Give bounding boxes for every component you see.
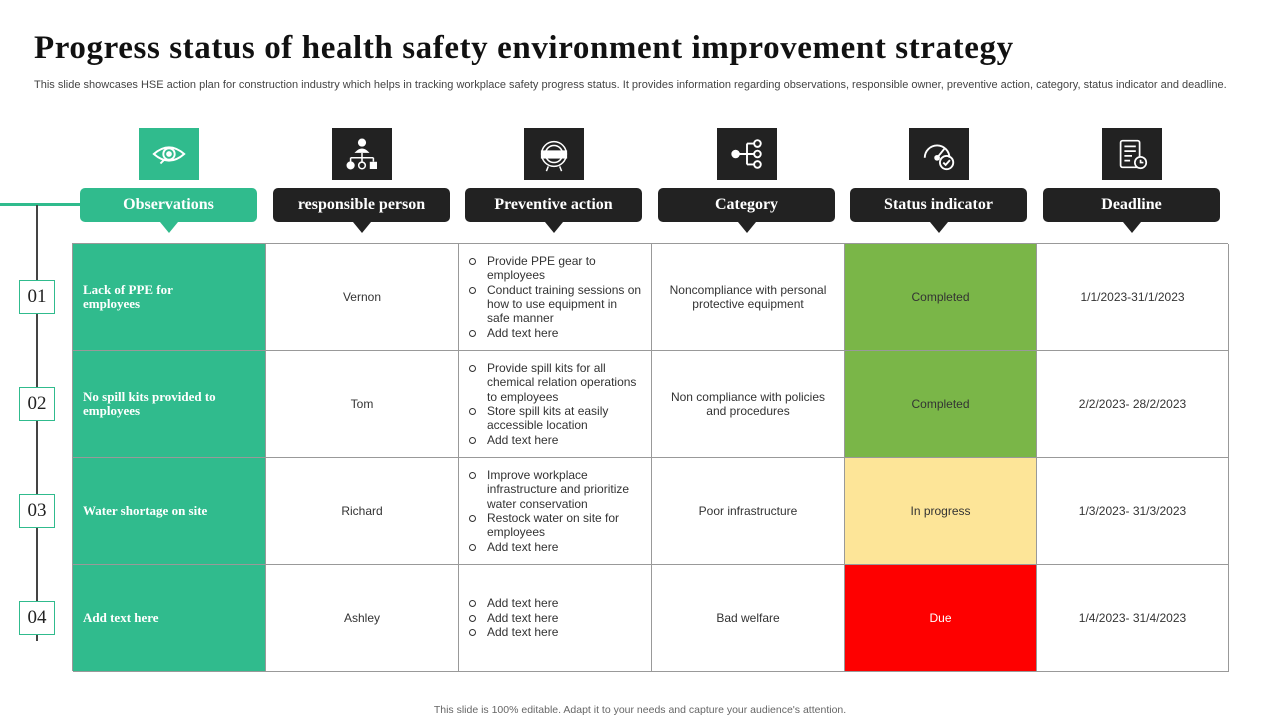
deadline-cell: 2/2/2023- 28/2/2023 (1037, 351, 1229, 458)
header-preventive-action: Preventive action (465, 188, 642, 233)
action-item: Improve workplace infrastructure and pri… (469, 468, 643, 511)
actions-list: Provide spill kits for all chemical rela… (469, 361, 643, 447)
observation-cell: No spill kits provided to employees (73, 351, 266, 458)
action-item: Store spill kits at easily accessible lo… (469, 404, 643, 433)
person-cell: Tom (266, 351, 459, 458)
header-status-indicator: Status indicator (850, 188, 1027, 233)
action-item: Add text here (469, 540, 643, 554)
person-cell: Ashley (266, 565, 459, 672)
page-title: Progress status of health safety environ… (34, 30, 1014, 66)
observation-cell: Lack of PPE for employees (73, 244, 266, 351)
action-item: Add text here (469, 326, 643, 340)
timeline-line (36, 205, 38, 641)
header-responsible-person: responsible person (273, 188, 450, 233)
actions-cell: Provide spill kits for all chemical rela… (459, 351, 652, 458)
actions-cell: Improve workplace infrastructure and pri… (459, 458, 652, 565)
observation-text: No spill kits provided to employees (83, 389, 216, 418)
action-badge-icon (524, 128, 584, 180)
action-item: Provide PPE gear to employees (469, 254, 643, 283)
action-item: Conduct training sessions on how to use … (469, 283, 643, 326)
row-number-03: 03 (19, 494, 55, 528)
observation-cell: Water shortage on site (73, 458, 266, 565)
header-observations: Observations (80, 188, 257, 233)
footer-note: This slide is 100% editable. Adapt it to… (433, 704, 847, 716)
category-cell: Non compliance with policies and procedu… (652, 351, 845, 458)
status-cell: Due (845, 565, 1037, 672)
deadline-cell: 1/1/2023-31/1/2023 (1037, 244, 1229, 351)
action-item: Add text here (469, 625, 558, 639)
header-deadline: Deadline (1043, 188, 1220, 233)
category-cell: Poor infrastructure (652, 458, 845, 565)
timeline-connector (0, 203, 82, 206)
row-number-01: 01 (19, 280, 55, 314)
row-number-02: 02 (19, 387, 55, 421)
action-item: Provide spill kits for all chemical rela… (469, 361, 643, 404)
row-number-04: 04 (19, 601, 55, 635)
observation-text: Add text here (83, 610, 159, 625)
observation-cell: Add text here (73, 565, 266, 672)
hierarchy-icon (717, 128, 777, 180)
actions-cell: Add text here Add text here Add text her… (459, 565, 652, 672)
action-item: Add text here (469, 433, 643, 447)
hse-table: Lack of PPE for employees Vernon Provide… (72, 243, 1229, 672)
org-chart-icon (332, 128, 392, 180)
actions-cell: Provide PPE gear to employees Conduct tr… (459, 244, 652, 351)
status-cell: Completed (845, 351, 1037, 458)
person-cell: Vernon (266, 244, 459, 351)
observation-text: Water shortage on site (83, 503, 208, 518)
action-item: Add text here (469, 611, 558, 625)
status-cell: In progress (845, 458, 1037, 565)
category-cell: Noncompliance with personal protective e… (652, 244, 845, 351)
page-subtitle: This slide showcases HSE action plan for… (34, 79, 1227, 91)
deadline-cell: 1/4/2023- 31/4/2023 (1037, 565, 1229, 672)
observation-text: Lack of PPE for employees (83, 282, 173, 311)
header-category: Category (658, 188, 835, 233)
gauge-check-icon (909, 128, 969, 180)
eye-icon (139, 128, 199, 180)
action-item: Restock water on site for employees (469, 511, 643, 540)
person-cell: Richard (266, 458, 459, 565)
deadline-cell: 1/3/2023- 31/3/2023 (1037, 458, 1229, 565)
schedule-document-icon (1102, 128, 1162, 180)
actions-list: Provide PPE gear to employees Conduct tr… (469, 254, 643, 340)
actions-list: Improve workplace infrastructure and pri… (469, 468, 643, 554)
category-cell: Bad welfare (652, 565, 845, 672)
actions-list: Add text here Add text here Add text her… (469, 596, 558, 639)
status-cell: Completed (845, 244, 1037, 351)
action-item: Add text here (469, 596, 558, 610)
